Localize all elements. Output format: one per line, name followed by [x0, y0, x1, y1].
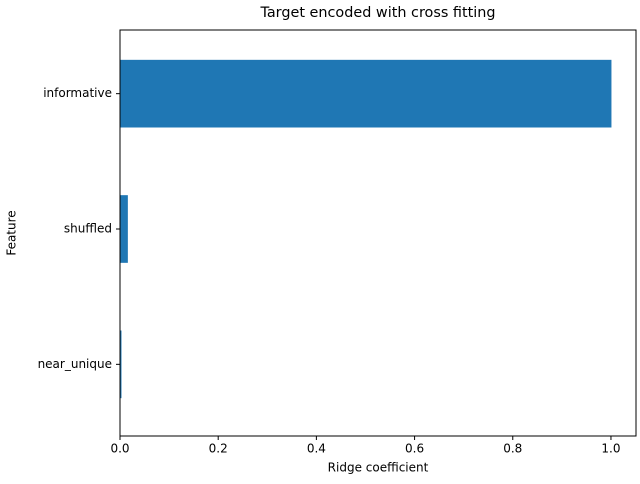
x-tick-label: 0.4	[307, 442, 326, 456]
x-axis-label: Ridge coefficient	[328, 461, 429, 475]
y-axis-label: Feature	[5, 210, 19, 255]
x-tick-label: 0.0	[110, 442, 129, 456]
plot-frame	[119, 29, 637, 437]
chart-title: Target encoded with cross fitting	[259, 5, 495, 21]
x-tick-label: 1.0	[601, 442, 620, 456]
bar	[120, 195, 128, 263]
x-tick-label: 0.6	[405, 442, 424, 456]
bar	[120, 330, 122, 399]
x-tick-label: 0.2	[209, 442, 228, 456]
y-tick-label: shuffled	[64, 222, 112, 236]
x-tick-label: 0.8	[503, 442, 522, 456]
bar	[120, 59, 612, 128]
y-tick-label: near_unique	[38, 357, 112, 371]
y-tick-label: informative	[43, 86, 112, 100]
